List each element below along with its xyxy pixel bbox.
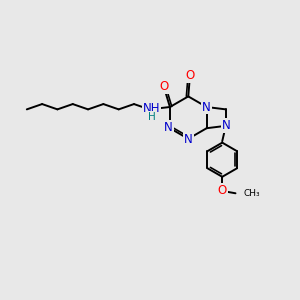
Text: H: H xyxy=(148,112,155,122)
Text: CH₃: CH₃ xyxy=(244,189,260,198)
Text: N: N xyxy=(222,119,231,132)
Text: N: N xyxy=(202,100,211,113)
Text: O: O xyxy=(218,184,227,197)
Text: O: O xyxy=(159,80,169,93)
Text: N: N xyxy=(184,133,193,146)
Text: NH: NH xyxy=(143,102,160,115)
Text: O: O xyxy=(185,69,194,82)
Text: N: N xyxy=(164,121,173,134)
